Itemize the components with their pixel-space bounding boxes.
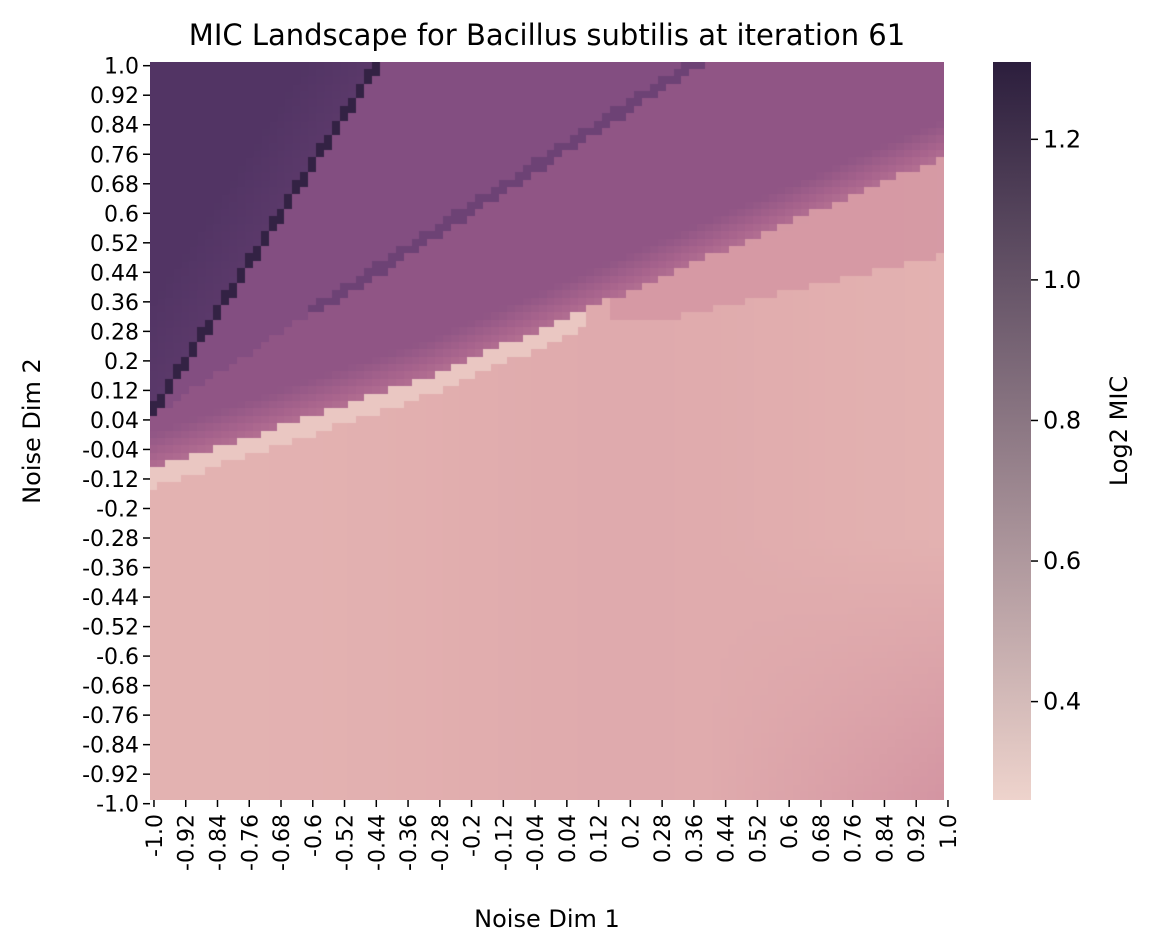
colorbar-tick-label: 0.4 bbox=[1043, 688, 1081, 716]
chart-title: MIC Landscape for Bacillus subtilis at i… bbox=[189, 18, 905, 52]
x-axis-label: Noise Dim 1 bbox=[474, 905, 620, 933]
heatmap-cells bbox=[150, 62, 944, 800]
y-tick-label: -0.52 bbox=[82, 616, 139, 641]
y-tick-label: -0.68 bbox=[82, 675, 139, 700]
y-tick-label: -0.84 bbox=[82, 734, 139, 759]
x-tick-label: 0.04 bbox=[556, 814, 581, 863]
x-tick-label: 0.6 bbox=[778, 814, 803, 849]
x-tick-label: -0.92 bbox=[175, 814, 200, 871]
x-tick-label: 0.92 bbox=[905, 814, 930, 863]
x-tick-label: 0.28 bbox=[651, 814, 676, 863]
x-tick-label: -0.52 bbox=[334, 814, 359, 871]
y-tick-label: -1.0 bbox=[96, 793, 139, 818]
y-tick-label: 0.52 bbox=[90, 232, 139, 257]
colorbar-tick-label: 1.0 bbox=[1043, 266, 1081, 294]
x-tick-label: 0.2 bbox=[619, 814, 644, 849]
x-tick-label: -0.04 bbox=[524, 814, 549, 871]
heatmap-area bbox=[150, 62, 944, 800]
x-tick-label: -0.2 bbox=[461, 814, 486, 857]
y-axis-ticks: 1.0 0.92 0.84 0.76 0.68 0.6 0.52 0.44 0.36 0.28 0.… bbox=[82, 55, 150, 818]
x-tick-label: -1.0 bbox=[143, 814, 168, 857]
x-tick-label: 0.52 bbox=[746, 814, 771, 863]
y-axis-label: Noise Dim 2 bbox=[18, 358, 46, 504]
x-tick-label: -0.44 bbox=[365, 814, 390, 871]
colorbar-tick-label: 0.6 bbox=[1043, 547, 1081, 575]
colorbar-tick-label: 0.8 bbox=[1043, 406, 1081, 434]
y-tick-label: 1.0 bbox=[104, 55, 139, 80]
y-tick-label: 0.6 bbox=[104, 202, 139, 227]
x-tick-label: 0.36 bbox=[683, 814, 708, 863]
y-tick-label: -0.12 bbox=[82, 468, 139, 493]
x-tick-label: -0.76 bbox=[238, 814, 263, 871]
y-tick-label: 0.44 bbox=[90, 261, 139, 286]
y-tick-label: 0.76 bbox=[90, 143, 139, 168]
x-tick-label: -0.36 bbox=[397, 814, 422, 871]
x-tick-label: 0.76 bbox=[842, 814, 867, 863]
y-tick-label: 0.92 bbox=[90, 84, 139, 109]
y-tick-label: -0.44 bbox=[82, 586, 139, 611]
y-tick-label: 0.36 bbox=[90, 291, 139, 316]
x-tick-label: 0.44 bbox=[715, 814, 740, 863]
x-tick-label: -0.12 bbox=[492, 814, 517, 871]
y-tick-label: -0.6 bbox=[96, 645, 139, 670]
y-tick-label: -0.76 bbox=[82, 704, 139, 729]
y-tick-label: -0.92 bbox=[82, 763, 139, 788]
colorbar bbox=[993, 62, 1031, 800]
colorbar-label: Log2 MIC bbox=[1105, 376, 1133, 486]
x-tick-label: -0.68 bbox=[270, 814, 295, 871]
y-tick-label: 0.84 bbox=[90, 114, 139, 139]
colorbar-tick-label: 1.2 bbox=[1043, 125, 1081, 153]
x-tick-label: 0.84 bbox=[873, 814, 898, 863]
y-tick-label: 0.28 bbox=[90, 320, 139, 345]
y-tick-label: -0.28 bbox=[82, 527, 139, 552]
y-tick-label: -0.04 bbox=[82, 438, 139, 463]
y-tick-label: 0.68 bbox=[90, 173, 139, 198]
x-tick-label: 1.0 bbox=[937, 814, 962, 849]
y-tick-label: -0.36 bbox=[82, 557, 139, 582]
x-tick-label: -0.84 bbox=[206, 814, 231, 871]
y-tick-label: 0.04 bbox=[90, 409, 139, 434]
y-tick-label: 0.12 bbox=[90, 379, 139, 404]
x-tick-label: 0.12 bbox=[588, 814, 613, 863]
x-tick-label: -0.28 bbox=[429, 814, 454, 871]
x-axis-ticks: -1.0 -0.92 -0.84 -0.76 -0.68 -0.6 -0.52 -0.44 -0… bbox=[143, 800, 962, 871]
y-tick-label: 0.2 bbox=[104, 350, 139, 375]
colorbar-ticks: 0.4 0.6 0.8 1.0 1.2 bbox=[1031, 125, 1081, 716]
x-tick-label: 0.68 bbox=[810, 814, 835, 863]
y-tick-label: -0.2 bbox=[96, 497, 139, 522]
x-tick-label: -0.6 bbox=[302, 814, 327, 857]
